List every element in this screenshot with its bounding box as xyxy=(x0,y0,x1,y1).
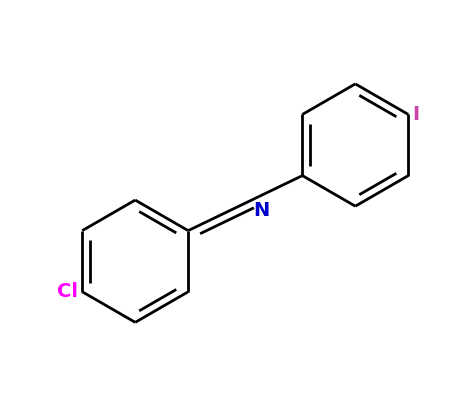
Text: N: N xyxy=(253,201,269,220)
Text: Cl: Cl xyxy=(57,282,78,301)
Text: I: I xyxy=(412,105,419,124)
